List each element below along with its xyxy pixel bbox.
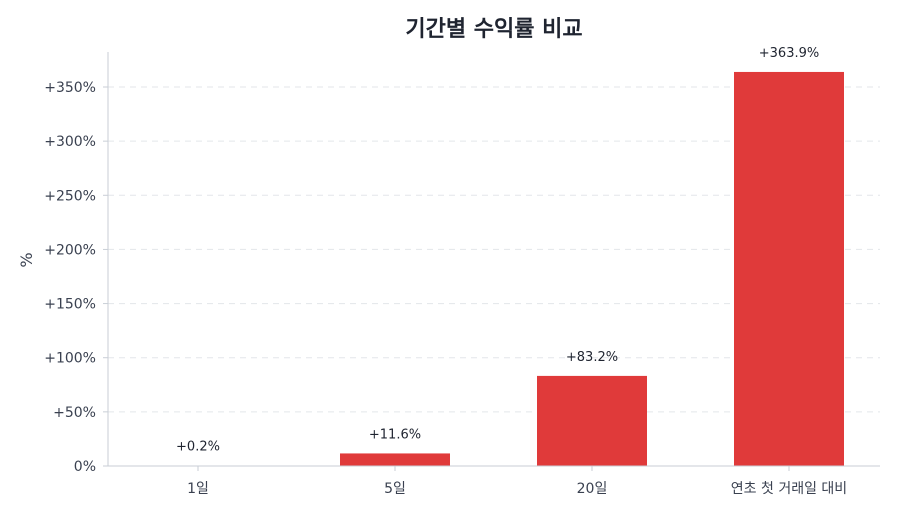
data-label: +11.6% (369, 427, 421, 442)
y-tick-label: +250% (44, 188, 96, 204)
y-tick-label: +150% (44, 297, 96, 313)
data-label: +83.2% (566, 350, 618, 365)
data-labels: +0.2% +11.6% +83.2% +363.9% (176, 46, 819, 455)
bar (537, 375, 647, 466)
x-axis-ticks: 1일 5일 20일 연초 첫 거래일 대비 (187, 466, 847, 497)
x-tick-label: 1일 (187, 481, 209, 497)
y-tick-label: +300% (44, 134, 96, 150)
y-axis-label: % (17, 252, 36, 267)
x-tick-label: 5일 (384, 481, 406, 497)
bar (734, 71, 844, 466)
y-axis-ticks: 0% +50% +100% +150% +200% +250% +300% +350% (44, 80, 108, 475)
y-tick-label: +50% (53, 405, 96, 421)
x-tick-label: 연초 첫 거래일 대비 (731, 481, 847, 497)
bar (340, 453, 450, 466)
y-tick-label: 0% (74, 459, 96, 475)
y-tick-label: +200% (44, 242, 96, 258)
bars (143, 71, 844, 466)
y-tick-label: +350% (44, 80, 96, 96)
data-label: +363.9% (759, 46, 819, 61)
y-tick-label: +100% (44, 351, 96, 367)
x-tick-label: 20일 (577, 481, 608, 497)
data-label: +0.2% (176, 440, 220, 455)
chart-title: 기간별 수익률 비교 (405, 17, 582, 42)
